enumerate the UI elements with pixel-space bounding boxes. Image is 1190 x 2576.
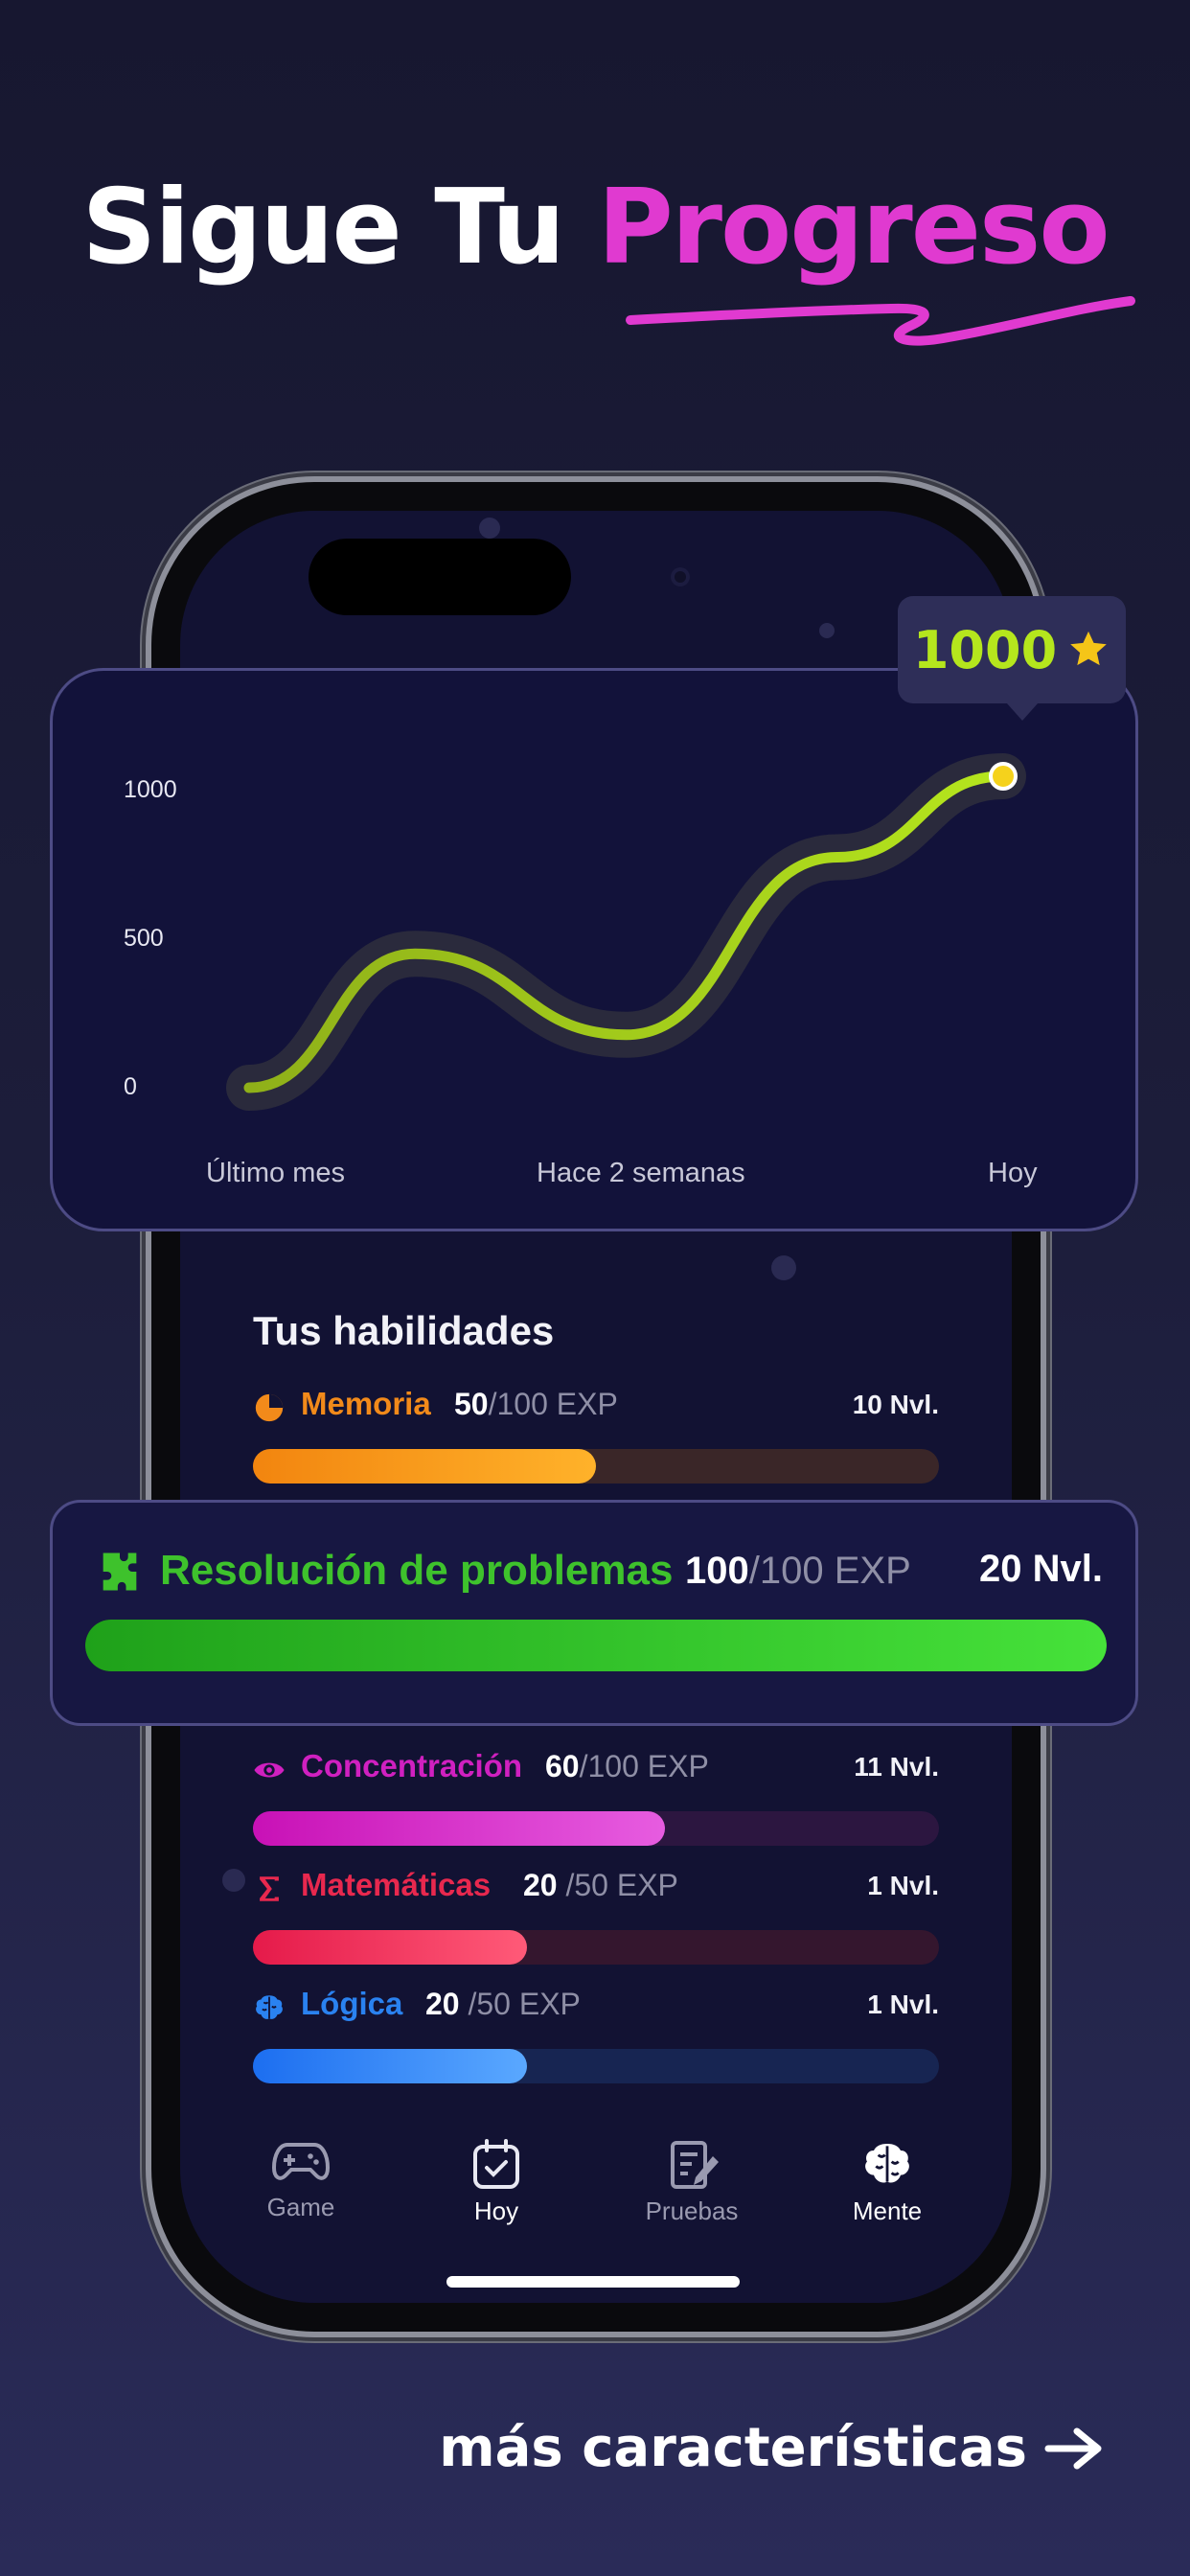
tab-bar: Game Hoy Pruebas Mente — [211, 2137, 987, 2233]
tab-label: Hoy — [473, 2196, 519, 2225]
tab-pruebas[interactable]: Pruebas — [620, 2137, 764, 2226]
background-dot — [819, 623, 835, 638]
headline-part2: Progreso — [597, 168, 1110, 288]
x-tick-label: Último mes — [206, 1158, 346, 1188]
skill-row-memoria[interactable]: Memoria 50/100 EXP 10 Nvl. — [253, 1384, 939, 1484]
skill-name: Matemáticas — [301, 1867, 492, 1902]
series-line — [243, 770, 1009, 1093]
tab-hoy[interactable]: Hoy — [424, 2137, 568, 2226]
brain-icon — [256, 1995, 283, 2019]
skill-level: 1 Nvl. — [867, 1990, 939, 2019]
tab-game[interactable]: Game — [229, 2137, 373, 2222]
skill-name: Lógica — [301, 1986, 403, 2021]
y-tick-label: 500 — [124, 925, 164, 952]
home-indicator — [446, 2276, 740, 2288]
brain-icon — [865, 2144, 909, 2183]
clock-icon — [255, 1393, 284, 1422]
camera-icon — [671, 567, 690, 586]
skills-title: Tus habilidades — [253, 1308, 555, 1353]
skill-exp: 60/100 EXP — [545, 1749, 709, 1783]
background-dot — [479, 518, 500, 539]
background-dot — [222, 1869, 245, 1892]
series-glow — [226, 753, 1026, 1111]
arrow-right-icon — [1044, 2427, 1102, 2469]
skill-progress-track — [253, 1811, 939, 1846]
skill-progress-fill — [253, 2049, 528, 2083]
skill-name: Concentración — [301, 1748, 523, 1783]
calendar-check-icon — [473, 2139, 519, 2189]
eye-icon — [254, 1762, 285, 1778]
highlight-progress-track — [85, 1620, 1107, 1671]
dynamic-island — [309, 539, 571, 615]
tab-label: Pruebas — [645, 2196, 739, 2225]
sigma-icon — [260, 1876, 279, 1901]
skill-row-concentracion[interactable]: Concentración 60/100 EXP 11 Nvl. — [253, 1746, 939, 1846]
score-bubble: 1000 — [898, 596, 1126, 721]
skill-level: 10 Nvl. — [852, 1390, 939, 1419]
skill-progress-track — [253, 1449, 939, 1484]
y-tick-label: 0 — [124, 1073, 137, 1100]
skill-progress-track — [253, 2049, 939, 2083]
x-tick-label: Hace 2 semanas — [537, 1158, 745, 1188]
skill-level: 1 Nvl. — [867, 1871, 939, 1900]
tab-label: Game — [266, 2193, 335, 2221]
progress-chart-card: 1000 500 0 Último mes Hace 2 semanas Hoy — [50, 668, 1138, 1231]
more-features-link[interactable]: más características — [439, 2417, 1104, 2479]
highlight-skill-name: Resolución de problemas — [160, 1547, 674, 1594]
highlight-progress-fill — [85, 1620, 1107, 1671]
skill-progress-fill — [253, 1930, 528, 1965]
headline: Sigue Tu Progreso — [0, 168, 1190, 288]
progress-chart — [226, 753, 1026, 1111]
skill-progress-fill — [253, 1811, 665, 1846]
highlight-skill-level: 20 Nvl. — [979, 1548, 1103, 1590]
highlight-skill-card[interactable]: Resolución de problemas 100/100 EXP 20 N… — [50, 1500, 1138, 1726]
x-tick-label: Hoy — [988, 1158, 1038, 1188]
skill-progress-fill — [253, 1449, 596, 1484]
headline-part1: Sigue Tu — [81, 168, 565, 288]
tab-mente[interactable]: Mente — [815, 2137, 959, 2226]
underline-squiggle — [626, 296, 1135, 346]
skill-name: Memoria — [301, 1386, 431, 1421]
skill-exp: 20 /50 EXP — [523, 1868, 678, 1902]
gamepad-icon — [271, 2143, 331, 2180]
tab-label: Mente — [852, 2196, 923, 2225]
highlight-skill-exp: 100/100 EXP — [685, 1550, 911, 1592]
more-features-label: más características — [439, 2417, 1027, 2479]
star-icon — [1070, 631, 1107, 666]
skill-row-logica[interactable]: Lógica 20 /50 EXP 1 Nvl. — [253, 1984, 939, 2083]
score-value: 1000 — [912, 619, 1058, 680]
skill-exp: 50/100 EXP — [454, 1387, 618, 1421]
skill-row-matematicas[interactable]: Matemáticas 20 /50 EXP 1 Nvl. — [253, 1865, 939, 1965]
puzzle-icon — [103, 1552, 137, 1591]
skill-level: 11 Nvl. — [854, 1752, 939, 1782]
y-tick-label: 1000 — [124, 776, 177, 803]
skill-exp: 20 /50 EXP — [425, 1987, 581, 2021]
skill-progress-track — [253, 1930, 939, 1965]
background-dot — [771, 1255, 796, 1280]
data-point — [989, 762, 1018, 791]
test-sheet-icon — [671, 2141, 719, 2189]
